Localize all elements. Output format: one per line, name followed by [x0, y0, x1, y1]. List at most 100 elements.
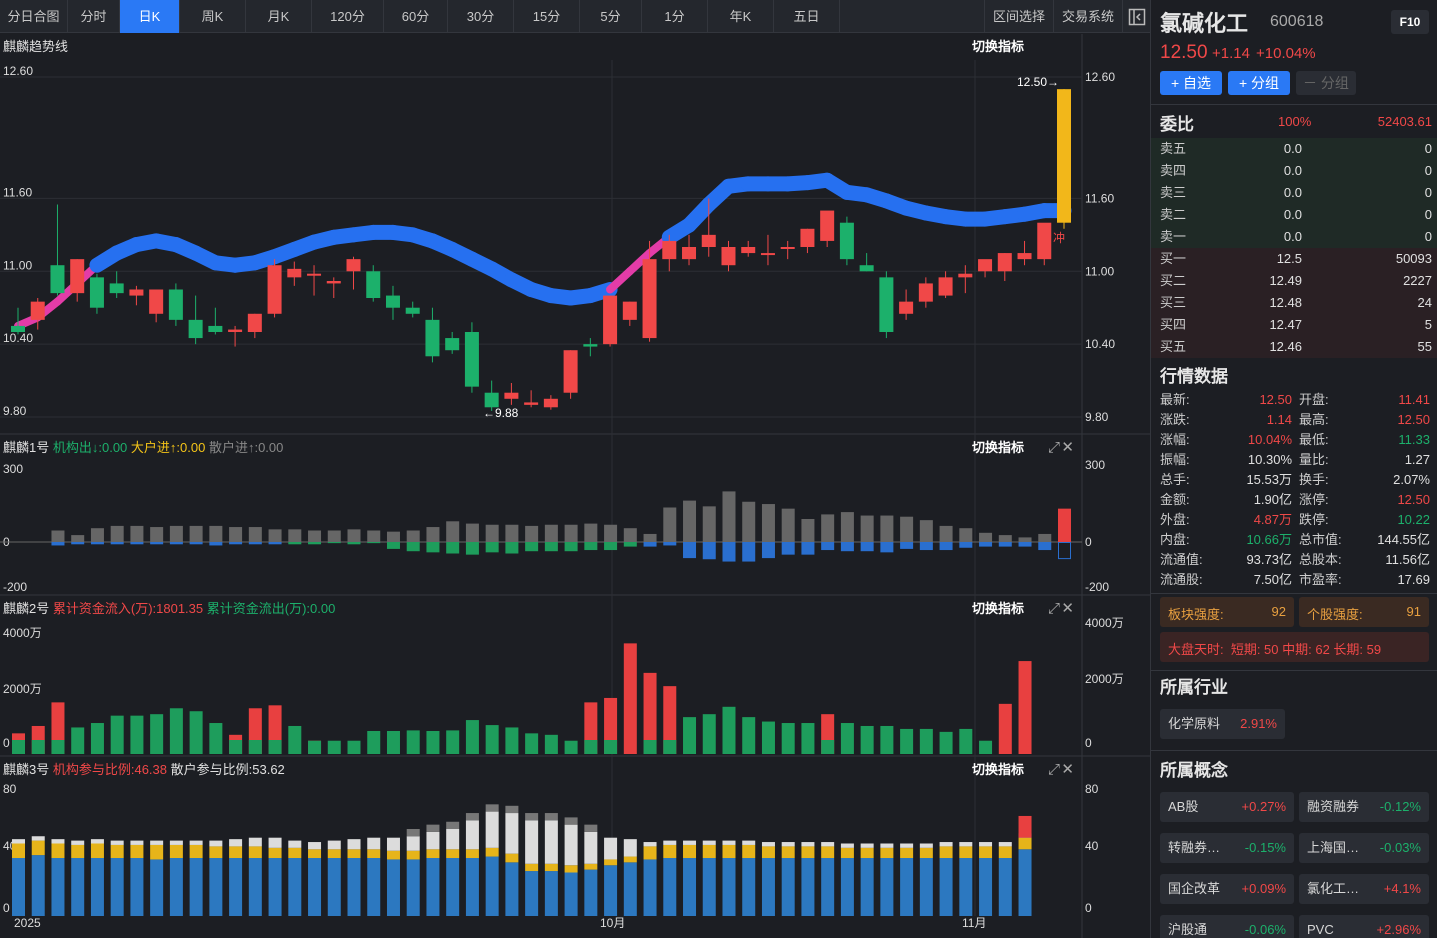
market-data-title: 行情数据 — [1160, 367, 1228, 386]
panel2-switch-button[interactable]: 切换指标 — [971, 440, 1024, 455]
retail-bar — [110, 542, 124, 545]
panel4-title: 麒麟3号 — [3, 762, 50, 777]
inst-bar — [643, 533, 657, 542]
retail-share-bar — [801, 842, 815, 847]
concept-chip[interactable]: 上海国… -0.03% — [1299, 833, 1429, 863]
inst-share-bar — [979, 858, 993, 916]
retail-share-bar — [12, 839, 25, 844]
chart-area[interactable]: 12.60 12.60 11.60 11.60 11.00 11.00 10.40 10.40… — [0, 34, 1150, 938]
flow-bar — [544, 734, 558, 754]
concept-chip[interactable]: 氯化工… +4.1% — [1299, 874, 1429, 904]
inst-bar — [860, 515, 874, 542]
retail-share-bar — [90, 839, 104, 844]
candle-body — [1057, 89, 1071, 223]
concept-chip[interactable]: 融资融券 -0.12% — [1299, 792, 1429, 822]
close-icon[interactable]: ✕ — [1061, 439, 1074, 456]
tab-3[interactable]: 周K — [180, 0, 246, 33]
candle-body — [168, 289, 183, 320]
retail-share-bar — [308, 842, 322, 850]
retail-bar — [919, 542, 933, 551]
stock-strength: 个股强度: 91 — [1299, 597, 1429, 627]
inst-bar — [150, 527, 164, 542]
tab-6[interactable]: 60分 — [384, 0, 448, 33]
add-group-button[interactable]: + 分组 — [1228, 71, 1290, 95]
retail-bar — [801, 542, 815, 555]
industry-chip[interactable]: 化学原料 2.91% — [1160, 709, 1285, 739]
tab-5[interactable]: 120分 — [312, 0, 384, 33]
concept-chip[interactable]: 沪股通 -0.06% — [1160, 915, 1294, 938]
f10-button[interactable]: F10 — [1391, 10, 1429, 34]
concept-chip[interactable]: 转融券… -0.15% — [1160, 833, 1294, 863]
inst-bar — [130, 525, 144, 542]
retail-bar — [860, 542, 874, 552]
x-tick: 2025 — [14, 916, 41, 930]
tab-2[interactable]: 日K — [120, 0, 180, 33]
retail-bar — [761, 542, 775, 559]
retail-bar — [209, 542, 223, 546]
trading-system-button[interactable]: 交易系统 — [1052, 0, 1122, 33]
y-tick-right: 2000万 — [1085, 672, 1124, 686]
md-value: 10.22 — [1397, 512, 1430, 527]
retail-share-bar — [485, 811, 499, 848]
tab-8[interactable]: 15分 — [514, 0, 580, 33]
expand-icon[interactable]: ⤢ — [1047, 600, 1060, 617]
panel3-switch-button[interactable]: 切换指标 — [971, 601, 1024, 616]
big-share-bar — [130, 844, 144, 858]
level-volume: 55 — [1417, 339, 1432, 354]
inst-bar — [623, 528, 637, 542]
range-select-button[interactable]: 区间选择 — [983, 0, 1053, 33]
panel1-switch-button[interactable]: 切换指标 — [971, 39, 1024, 54]
tab-12[interactable]: 五日 — [774, 0, 840, 33]
other-share-bar — [584, 824, 598, 832]
add-watchlist-button[interactable]: + 自选 — [1160, 71, 1222, 95]
retail-bar — [71, 542, 85, 545]
tab-7[interactable]: 30分 — [448, 0, 514, 33]
close-icon[interactable]: ✕ — [1061, 600, 1074, 617]
inst-bar — [347, 529, 361, 542]
inst-bar — [663, 507, 677, 542]
bid-row: 买三 12.48 24 — [1151, 292, 1437, 314]
retail-bar — [90, 542, 104, 545]
close-icon[interactable]: ✕ — [1061, 761, 1074, 778]
md-label: 跌停: — [1299, 512, 1329, 527]
panel4-switch-button[interactable]: 切换指标 — [971, 762, 1024, 777]
level-price: 12.46 — [1269, 339, 1302, 354]
expand-icon[interactable]: ⤢ — [1047, 761, 1060, 778]
inst-bar — [446, 521, 460, 542]
concept-chip[interactable]: 国企改革 +0.09% — [1160, 874, 1294, 904]
collapse-sidebar-icon[interactable] — [1122, 0, 1150, 33]
retail-share-bar — [742, 840, 756, 845]
big-share-bar — [485, 847, 499, 857]
panel4-header: 麒麟3号 机构参与比例:46.38 散户参与比例:53.62 切换指标 ⤢ ✕ — [0, 760, 1150, 780]
candle-body — [682, 247, 697, 260]
big-share-bar — [505, 853, 519, 863]
retail-bar — [1058, 542, 1071, 560]
candle-body — [583, 344, 598, 347]
tab-0[interactable]: 分日合图 — [0, 0, 68, 33]
inst-share-bar — [525, 871, 539, 916]
tab-1[interactable]: 分时 — [68, 0, 120, 33]
tab-9[interactable]: 5分 — [580, 0, 642, 33]
candle-body — [425, 319, 440, 357]
remove-group-button[interactable]: － 分组 — [1296, 71, 1356, 95]
md-value: 4.87万 — [1253, 512, 1292, 527]
candle-body — [721, 247, 736, 266]
flow-bar — [130, 715, 144, 754]
concept-chip[interactable]: AB股 +0.27% — [1160, 792, 1294, 822]
expand-icon[interactable]: ⤢ — [1047, 439, 1060, 456]
concept-chip[interactable]: PVC +2.96% — [1299, 915, 1429, 938]
big-share-bar — [979, 846, 993, 858]
big-share-bar — [623, 856, 637, 863]
flow-bar — [643, 672, 657, 754]
tab-10[interactable]: 1分 — [642, 0, 708, 33]
candle-body — [504, 392, 519, 399]
inst-share-bar — [998, 858, 1012, 916]
candle-body — [405, 307, 420, 314]
candle-body — [978, 259, 993, 272]
tab-11[interactable]: 年K — [708, 0, 774, 33]
inst-bar — [327, 530, 341, 542]
kline-chart[interactable]: 12.60 12.60 11.60 11.60 11.00 11.00 10.40 10.40… — [0, 34, 1150, 938]
candle-body — [11, 325, 25, 332]
tab-4[interactable]: 月K — [246, 0, 312, 33]
inst-bar — [426, 527, 440, 542]
